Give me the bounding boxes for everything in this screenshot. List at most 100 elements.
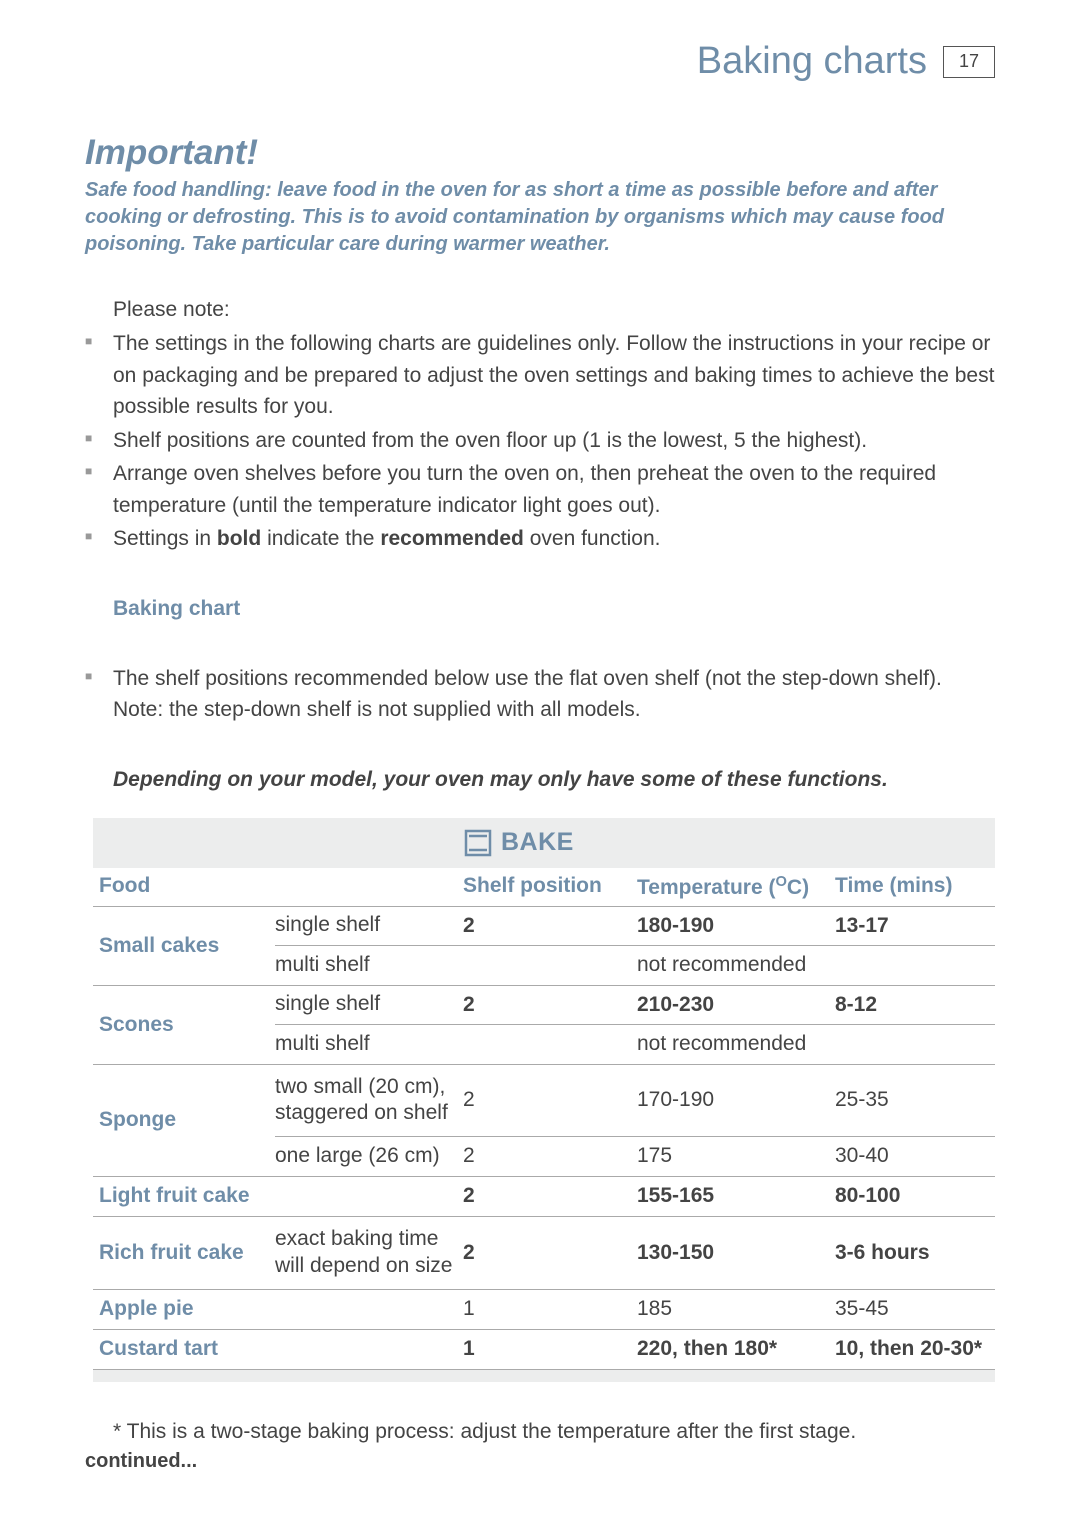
note-item: Shelf positions are counted from the ove… <box>85 425 995 457</box>
sub-rows: 2155-16580-100 <box>275 1177 995 1216</box>
col-shelf: Shelf position <box>463 874 637 900</box>
sub-rows: 1220, then 180*10, then 20-30* <box>275 1330 995 1369</box>
time-value: 8-12 <box>835 993 995 1017</box>
text: Settings in <box>113 527 217 550</box>
bake-label: BAKE <box>463 828 574 858</box>
col-spacer <box>275 874 463 900</box>
temp-value: 170-190 <box>637 1088 835 1112</box>
food-label: Apple pie <box>93 1290 275 1329</box>
shelf-value: 2 <box>463 1088 637 1112</box>
text-sup: O <box>775 874 786 890</box>
sub-label <box>275 1345 463 1353</box>
shelf-value: 2 <box>463 1241 637 1265</box>
baking-chart-heading: Baking chart <box>113 597 995 621</box>
sub-label: single shelf <box>275 908 463 942</box>
footnote: * This is a two-stage baking process: ad… <box>113 1420 995 1444</box>
chart-end-band <box>93 1370 995 1382</box>
shelf-value: 1 <box>463 1337 637 1361</box>
bake-text: BAKE <box>501 828 574 857</box>
please-note-lead: Please note: <box>113 298 995 322</box>
shelf-value: 2 <box>463 914 637 938</box>
time-value: 25-35 <box>835 1088 995 1112</box>
sub-row: two small (20 cm), staggered on shelf217… <box>275 1065 995 1137</box>
page-number: 17 <box>959 51 979 72</box>
text: indicate the <box>261 527 380 550</box>
food-label: Custard tart <box>93 1330 275 1369</box>
temp-value: 130-150 <box>637 1241 835 1265</box>
time-value: 80-100 <box>835 1184 995 1208</box>
time-value: 10, then 20-30* <box>835 1337 995 1361</box>
model-note: Depending on your model, your oven may o… <box>113 768 995 792</box>
page-header: Baking charts 17 <box>85 40 995 83</box>
sub-label: two small (20 cm), staggered on shelf <box>275 1070 463 1131</box>
sub-rows: exact baking time will depend on size213… <box>275 1217 995 1289</box>
column-headings: Food Shelf position Temperature (OC) Tim… <box>93 868 995 907</box>
table-row: Rich fruit cakeexact baking time will de… <box>93 1217 995 1290</box>
note-item: The settings in the following charts are… <box>85 328 995 423</box>
text-bold: bold <box>217 527 261 550</box>
temp-value: not recommended <box>637 953 835 977</box>
sub-row: 2155-16580-100 <box>275 1177 995 1216</box>
sub-label: single shelf <box>275 987 463 1021</box>
sub-rows: 118535-45 <box>275 1290 995 1329</box>
sub-row: 1220, then 180*10, then 20-30* <box>275 1330 995 1369</box>
important-heading: Important! <box>85 133 995 173</box>
page-title: Baking charts <box>697 40 927 83</box>
time-value: 13-17 <box>835 914 995 938</box>
text: Temperature ( <box>637 876 775 899</box>
sub-label <box>275 1192 463 1200</box>
note-item: Settings in bold indicate the recommende… <box>85 523 995 555</box>
time-value: 35-45 <box>835 1297 995 1321</box>
table-row: Custard tart1220, then 180*10, then 20-3… <box>93 1330 995 1370</box>
sub-label <box>275 1305 463 1313</box>
table-row: Spongetwo small (20 cm), staggered on sh… <box>93 1065 995 1177</box>
temp-value: 220, then 180* <box>637 1337 835 1361</box>
text: oven function. <box>524 527 661 550</box>
col-food: Food <box>93 874 275 900</box>
shelf-value: 2 <box>463 1184 637 1208</box>
table-row: Apple pie118535-45 <box>93 1290 995 1330</box>
continued-label: continued... <box>85 1450 995 1473</box>
shelf-value: 2 <box>463 1144 637 1168</box>
sub-row: 118535-45 <box>275 1290 995 1329</box>
table-row: Sconessingle shelf2210-2308-12multi shel… <box>93 986 995 1065</box>
sub-label: multi shelf <box>275 1027 463 1061</box>
bake-header-row: BAKE <box>93 818 995 868</box>
chart-body: Small cakessingle shelf2180-19013-17mult… <box>93 907 995 1370</box>
sub-row: single shelf2180-19013-17 <box>275 907 995 946</box>
sub-row: one large (26 cm)217530-40 <box>275 1137 995 1176</box>
bake-icon <box>463 828 493 858</box>
time-value: 30-40 <box>835 1144 995 1168</box>
notes-list: The settings in the following charts are… <box>85 328 995 555</box>
temp-value: 155-165 <box>637 1184 835 1208</box>
sub-rows: two small (20 cm), staggered on shelf217… <box>275 1065 995 1176</box>
sub-row: multi shelf not recommended <box>275 1025 995 1064</box>
shelf-note-list: The shelf positions recommended below us… <box>85 663 995 726</box>
table-row: Light fruit cake2155-16580-100 <box>93 1177 995 1217</box>
temp-value: 175 <box>637 1144 835 1168</box>
sub-label: multi shelf <box>275 948 463 982</box>
sub-row: multi shelf not recommended <box>275 946 995 985</box>
shelf-note: The shelf positions recommended below us… <box>85 663 995 726</box>
temp-value: 185 <box>637 1297 835 1321</box>
sub-row: single shelf2210-2308-12 <box>275 986 995 1025</box>
sub-rows: single shelf2180-19013-17multi shelfnot … <box>275 907 995 985</box>
shelf-value: 2 <box>463 993 637 1017</box>
temp-value: 180-190 <box>637 914 835 938</box>
shelf-value: 1 <box>463 1297 637 1321</box>
baking-chart: BAKE Food Shelf position Temperature (OC… <box>93 818 995 1382</box>
temp-value: 210-230 <box>637 993 835 1017</box>
col-temp: Temperature (OC) <box>637 874 835 900</box>
text-bold: recommended <box>380 527 524 550</box>
note-item: Arrange oven shelves before you turn the… <box>85 458 995 521</box>
important-body: Safe food handling: leave food in the ov… <box>85 177 995 258</box>
food-label: Scones <box>93 986 275 1064</box>
table-row: Small cakessingle shelf2180-19013-17mult… <box>93 907 995 986</box>
temp-value: not recommended <box>637 1032 835 1056</box>
time-value: 3-6 hours <box>835 1241 995 1265</box>
col-time: Time (mins) <box>835 874 995 900</box>
food-label: Sponge <box>93 1065 275 1176</box>
page-number-box: 17 <box>943 46 995 78</box>
food-label: Rich fruit cake <box>93 1217 275 1289</box>
sub-label: one large (26 cm) <box>275 1139 463 1173</box>
